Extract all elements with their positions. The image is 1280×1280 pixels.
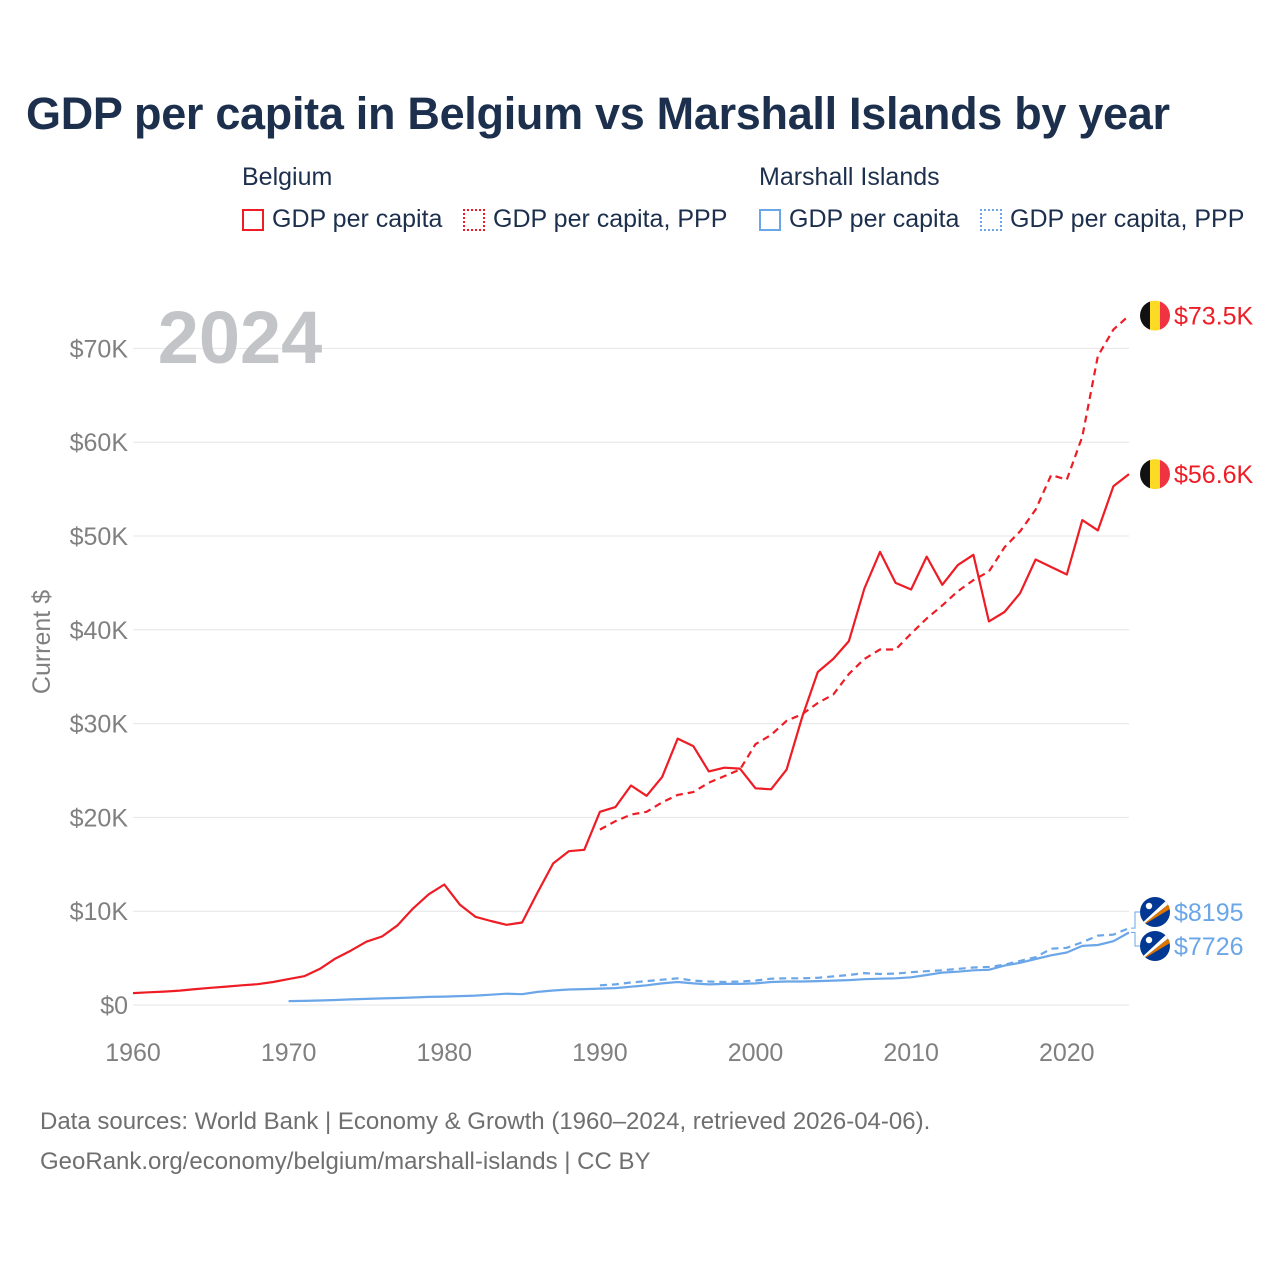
legend-item-belgium-ppp[interactable]: GDP per capita, PPP: [463, 205, 727, 234]
legend-label: GDP per capita: [272, 205, 443, 233]
flag-stripes: [1140, 459, 1170, 490]
legend-swatch-marshall-solid: [759, 208, 781, 231]
flag-white-ray: [1140, 897, 1170, 927]
line-chart: $0$10K$20K$30K$40K$50K$60K$70K 1960 1970 1…: [28, 296, 1254, 1067]
belgium-flag-icon: [1140, 300, 1170, 331]
x-tick-label: 2000: [728, 1039, 784, 1067]
x-tick-label: 1960: [105, 1039, 161, 1067]
belgium-flag-icon: [1140, 459, 1170, 490]
legend-label: GDP per capita, PPP: [493, 205, 728, 233]
series-line-belgium-ppp: [599, 314, 1130, 831]
flag-orange-ray: [1140, 903, 1170, 927]
flag-star: [1145, 902, 1153, 910]
flag-stripe-yellow: [1150, 300, 1160, 331]
series-line-marshall-islands-gdp: [288, 931, 1130, 1003]
y-axis-label: Current $: [28, 590, 56, 694]
x-tick-label: 2020: [1039, 1039, 1095, 1067]
x-axis-ticks: 1960 1970 1980 1990 2000 2010 2020: [105, 1039, 1094, 1067]
y-tick-label: $70K: [70, 335, 129, 363]
flag-stripes: [1140, 300, 1170, 331]
footer-link: GeoRank.org/economy/belgium/marshall-isl…: [40, 1148, 651, 1175]
flag-stripe-black: [1140, 459, 1150, 490]
series-lines: [132, 314, 1130, 1003]
flag-field: [1140, 931, 1170, 961]
flag-orange-ray: [1140, 937, 1170, 961]
end-value-label: $73.5K: [1174, 303, 1254, 331]
end-value-label: $7726: [1174, 933, 1244, 961]
series-line-belgium-gdp: [132, 473, 1130, 995]
y-tick-label: $60K: [70, 429, 129, 457]
legend-item-belgium-gdp[interactable]: GDP per capita: [242, 205, 442, 234]
legend-item-marshall-gdp[interactable]: GDP per capita: [759, 205, 959, 234]
grid-lines: [133, 347, 1129, 1006]
y-tick-label: $50K: [70, 523, 129, 551]
y-axis-ticks: $0 $10K $20K $30K $40K $50K $60K $70K: [70, 335, 129, 1020]
flag-star: [1145, 936, 1153, 944]
x-tick-label: 2010: [883, 1039, 939, 1067]
marshall-islands-flag-icon: [1140, 931, 1170, 961]
legend-swatch-belgium-solid: [242, 208, 264, 231]
legend-swatch-belgium-dotted: [463, 208, 485, 231]
flag-stripe-black: [1140, 300, 1150, 331]
y-tick-label: $30K: [70, 711, 129, 739]
x-tick-label: 1980: [416, 1039, 472, 1067]
legend-group-marshall-islands: Marshall Islands: [759, 163, 940, 191]
legend-label: GDP per capita: [789, 205, 960, 233]
legend-group-belgium: Belgium: [242, 163, 333, 191]
flag-stripe-red: [1160, 459, 1170, 490]
label-connector: [1131, 911, 1140, 929]
footer-sources: Data sources: World Bank | Economy & Gro…: [40, 1108, 931, 1135]
flag-stripe-red: [1160, 300, 1170, 331]
marshall-islands-flag-icon: [1140, 897, 1170, 927]
end-value-label: $56.6K: [1174, 461, 1254, 489]
year-badge: 2024: [158, 296, 323, 379]
y-tick-label: $20K: [70, 804, 129, 832]
x-tick-label: 1970: [261, 1039, 317, 1067]
y-tick-label: $0: [100, 992, 128, 1020]
x-tick-label: 1990: [572, 1039, 628, 1067]
y-tick-label: $40K: [70, 617, 129, 645]
series-line-marshall-islands-ppp: [599, 927, 1130, 987]
flag-white-ray: [1140, 931, 1170, 961]
end-value-label: $8195: [1174, 899, 1244, 927]
y-tick-label: $10K: [70, 898, 129, 926]
legend-item-marshall-ppp[interactable]: GDP per capita, PPP: [980, 205, 1244, 234]
end-markers: $73.5K $56.6K $8195 $7726: [1131, 300, 1254, 961]
flag-stripe-yellow: [1150, 459, 1160, 490]
legend-swatch-marshall-dotted: [980, 208, 1002, 231]
label-connector: [1131, 932, 1140, 947]
flag-field: [1140, 897, 1170, 927]
chart-title: GDP per capita in Belgium vs Marshall Is…: [26, 88, 1170, 139]
legend-label: GDP per capita, PPP: [1010, 205, 1245, 233]
